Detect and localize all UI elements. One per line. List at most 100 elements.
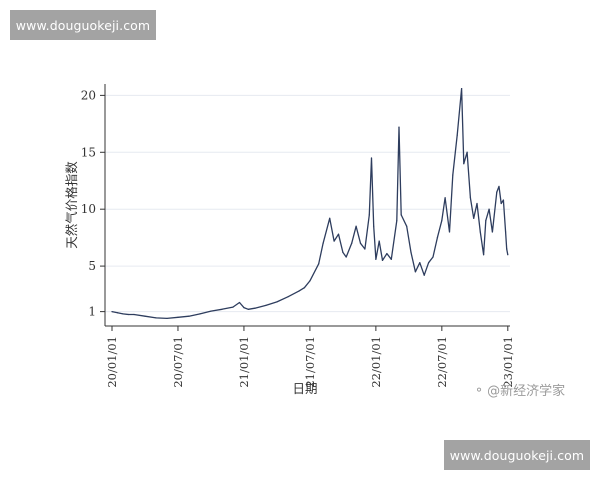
data-point [303,287,306,289]
data-point [238,301,241,304]
wechat-bubble-icon: ⚬ [474,382,485,397]
x-tick-label: 20/07/01 [171,336,185,388]
data-point [116,312,119,314]
data-point [428,262,430,264]
x-tick-label: 22/01/01 [369,336,383,388]
data-point [498,185,500,188]
data-point [406,225,408,227]
data-point [452,174,454,176]
x-axis-label: 日期 [292,381,317,396]
x-tick-label: 21/01/01 [237,336,251,388]
data-point [396,219,398,222]
data-point [500,202,502,205]
data-point [287,296,289,298]
data-point [276,301,278,303]
data-point [127,313,130,316]
watermark-top: www.douguokeji.com [10,10,156,40]
data-point [199,313,201,315]
data-point [461,87,463,90]
data-point [496,191,498,193]
data-point [122,313,124,315]
data-point [322,242,324,244]
data-point [254,307,256,309]
data-point [502,199,505,201]
series-line [111,87,509,320]
data-point [364,248,366,250]
data-point [111,311,113,313]
data-point [444,197,446,199]
data-point [318,263,320,265]
watermark-bottom: www.douguokeji.com [444,440,590,470]
credit-watermark: ⚬ @新经济学家 [474,380,566,400]
data-point [345,256,347,258]
data-point [342,251,344,254]
data-point [436,237,439,239]
y-tick-label: 10 [81,202,96,216]
data-point [410,251,412,254]
data-point [506,248,508,250]
data-point [243,307,245,309]
data-point [265,304,267,306]
data-point [483,254,485,256]
data-point [247,308,249,310]
data-point [298,290,300,292]
data-point [370,157,373,159]
axes [104,84,510,327]
data-point [469,197,472,199]
data-point [473,217,475,219]
data-point [423,274,425,276]
data-point [177,316,179,318]
data-point [155,317,157,319]
x-tick-label: 21/07/01 [303,336,317,388]
data-point [368,214,370,216]
data-point [488,208,490,210]
data-point [188,315,190,317]
data-point [463,163,465,165]
data-point [333,240,335,242]
data-point [309,280,311,282]
data-point [329,217,331,219]
data-point [381,259,384,262]
data-point [337,233,340,235]
data-point [419,262,421,264]
data-point [466,151,468,153]
data-point [390,258,392,260]
data-point [456,134,458,136]
data-point [432,256,434,258]
data-point [355,225,357,227]
data-point [505,231,507,233]
data-point [441,219,443,222]
data-point [373,225,375,227]
data-point [166,317,168,320]
data-point [232,306,234,308]
data-point [375,258,377,260]
data-point [386,252,388,255]
data-point [359,242,362,244]
grid-lines [105,94,510,313]
y-axis-label: 天然气价格指数 [64,161,79,249]
data-point [507,254,509,256]
y-tick-label: 1 [88,305,96,319]
x-tick-label: 22/07/01 [435,336,449,388]
credit-text: @新经济学家 [487,384,566,399]
data-point [491,231,494,233]
data-point [351,242,353,244]
data-point [485,219,487,222]
data-point [398,126,400,128]
y-tick-label: 15 [81,145,96,159]
data-point [378,240,380,242]
data-point [414,271,417,273]
x-tick-label: 23/01/01 [501,336,515,388]
data-point [144,315,146,317]
y-tick-label: 20 [81,88,96,102]
data-point [476,202,478,205]
x-ticks: 20/01/01 20/07/01 21/01/01 21/07/01 22/01/01… [105,326,515,388]
series-layer [111,87,509,320]
data-point [448,231,451,233]
y-tick-label: 5 [88,259,96,273]
x-tick-label: 20/01/01 [105,336,119,388]
data-point [400,214,402,216]
data-point [221,308,223,310]
